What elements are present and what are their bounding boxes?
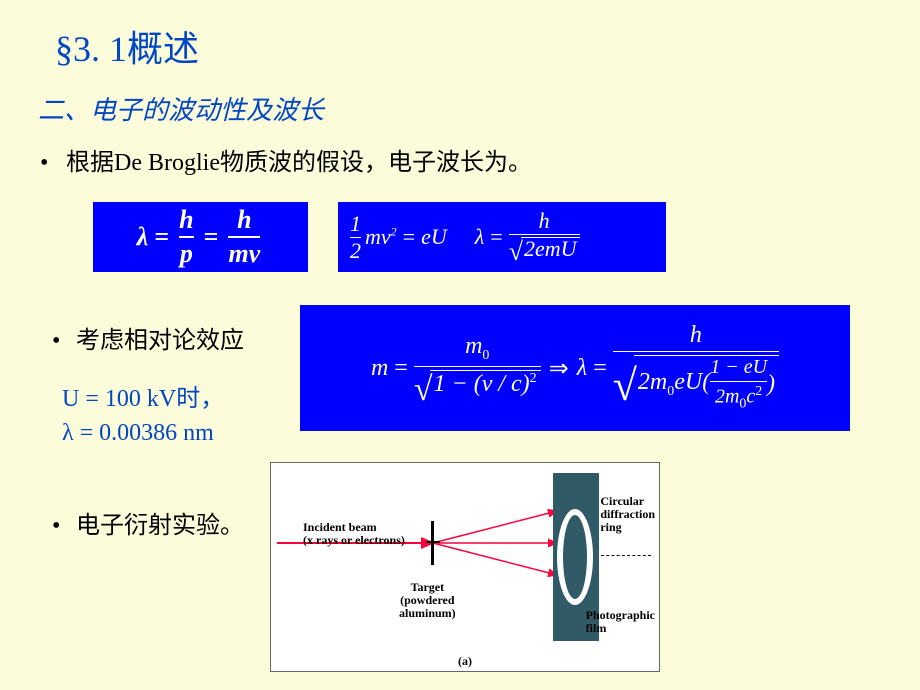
eq1-bar-2 (228, 236, 260, 238)
eq3-inner-bar (710, 381, 767, 382)
eq2-half: 1 2 (350, 213, 361, 262)
eq2-kinetic: 1 2 mv2 = eU (350, 213, 447, 262)
target-bar (431, 521, 434, 565)
diffracted-beam-bot (433, 543, 557, 575)
result-line-2: λ = 0.00386 nm (62, 417, 224, 451)
eq2-mv2: mv2 (365, 224, 397, 250)
eq2-bar (509, 234, 580, 235)
eq1-frac-hmv: h mv (228, 207, 260, 267)
eq1-h-1: h (179, 207, 193, 233)
eq3-bar2 (613, 351, 779, 352)
eq1-p: p (180, 241, 193, 267)
label-target-3: aluminum) (399, 607, 456, 620)
dashed-optical-axis (601, 555, 651, 556)
eq3-arrow: ⇒ (549, 354, 569, 383)
eq3-inner-bot: 2m0c2 (715, 385, 762, 412)
label-film: Photographic film (586, 609, 655, 635)
equation-relativistic: m = m0 √ 1 − (v / c)2 ⇒ λ = h √ 2m0eU( 1… (300, 305, 850, 431)
eq2-lambda-expr: λ = h √ 2emU (475, 210, 580, 265)
eq3-frac-lambda: h √ 2m0eU( 1 − eU 2m0c2 ) (613, 323, 779, 414)
eq2-root: 2emU (521, 237, 580, 260)
label-incident-2: (x rays or electrons) (303, 534, 405, 547)
bullet-diffraction: •电子衍射实验。 (52, 505, 244, 540)
diffraction-diagram: Incident beam (x rays or electrons) Targ… (270, 462, 660, 672)
eq1-lambda: λ (137, 222, 149, 252)
eq3-lambda: λ (577, 355, 587, 382)
eq2-lambda: λ (475, 224, 485, 250)
eq3-inner-frac: 1 − eU 2m0c2 (710, 357, 767, 412)
eq2-equals-1: = (403, 224, 415, 250)
eq1-bar-1 (179, 236, 193, 238)
equation-energy-and-wavelength: 1 2 mv2 = eU λ = h √ 2emU (338, 202, 666, 272)
eq3-m: m (371, 355, 388, 382)
bullet-debroglie: •根据De Broglie物质波的假设，电子波长为。 (40, 142, 532, 177)
eq2-frac: h √ 2emU (509, 210, 580, 265)
eq1-mv: mv (228, 241, 260, 267)
target-tick (426, 541, 440, 543)
eq2-half-top: 1 (350, 213, 361, 235)
bullet-dot-3: • (52, 513, 76, 540)
eq3-sqrt2: √ 2m0eU( 1 − eU 2m0c2 ) (613, 355, 779, 413)
eq3-eq2: = (593, 355, 607, 382)
label-incident-beam: Incident beam (x rays or electrons) (303, 521, 405, 547)
eq1-equals-2: = (204, 222, 219, 252)
eq1-equals-1: = (154, 222, 169, 252)
section-title: §3. 1概述 (55, 20, 199, 72)
equation-lambda-hp-hmv: λ = h p = h mv (93, 202, 308, 272)
diagram-caption: (a) (458, 654, 472, 669)
eq1-h-2: h (237, 207, 251, 233)
eq3-2m0eU: 2m0eU( (638, 370, 710, 399)
result-values: U = 100 kV时， λ = 0.00386 nm (62, 383, 224, 450)
eq3-inner-top: 1 − eU (710, 357, 767, 378)
section-subtitle: 二、电子的波动性及波长 (38, 90, 324, 127)
eq2-h: h (539, 210, 550, 232)
label-target: Target (powdered aluminum) (399, 581, 456, 621)
eq3-frac-mass: m0 √ 1 − (v / c)2 (414, 334, 541, 402)
bullet-text-3: 电子衍射实验。 (76, 513, 244, 539)
eq3-m0: m0 (465, 334, 489, 363)
eq3-h: h (690, 323, 702, 348)
eq3-bar1 (414, 366, 541, 367)
bullet-text-1: 根据De Broglie物质波的假设，电子波长为。 (66, 150, 532, 176)
eq3-sqrt1: √ 1 − (v / c)2 (414, 370, 541, 402)
eq2-sqrt: √ 2emU (509, 237, 580, 265)
eq1-frac-hp: h p (179, 207, 193, 267)
eq3-close-paren: ) (767, 372, 775, 397)
result-line-1: U = 100 kV时， (62, 383, 224, 417)
diffraction-ring (557, 509, 593, 605)
eq2-eU: eU (421, 224, 447, 250)
eq3-sqc2: 2m0eU( 1 − eU 2m0c2 ) (634, 355, 779, 413)
eq2-half-bot: 2 (350, 240, 361, 262)
eq3-sqc1: 1 − (v / c)2 (430, 370, 541, 398)
bullet-text-2: 考虑相对论效应 (76, 328, 244, 354)
diffracted-beam-top (433, 511, 557, 543)
bullet-dot-2: • (52, 328, 76, 355)
bullet-dot: • (40, 150, 66, 177)
eq3-eq1: = (394, 355, 408, 382)
label-ring: Circular diffraction ring (600, 495, 655, 535)
bullet-relativistic: •考虑相对论效应 (52, 320, 244, 355)
eq2-equals-2: = (490, 224, 502, 250)
label-ring-3: ring (600, 521, 655, 534)
label-film-2: film (586, 622, 655, 635)
